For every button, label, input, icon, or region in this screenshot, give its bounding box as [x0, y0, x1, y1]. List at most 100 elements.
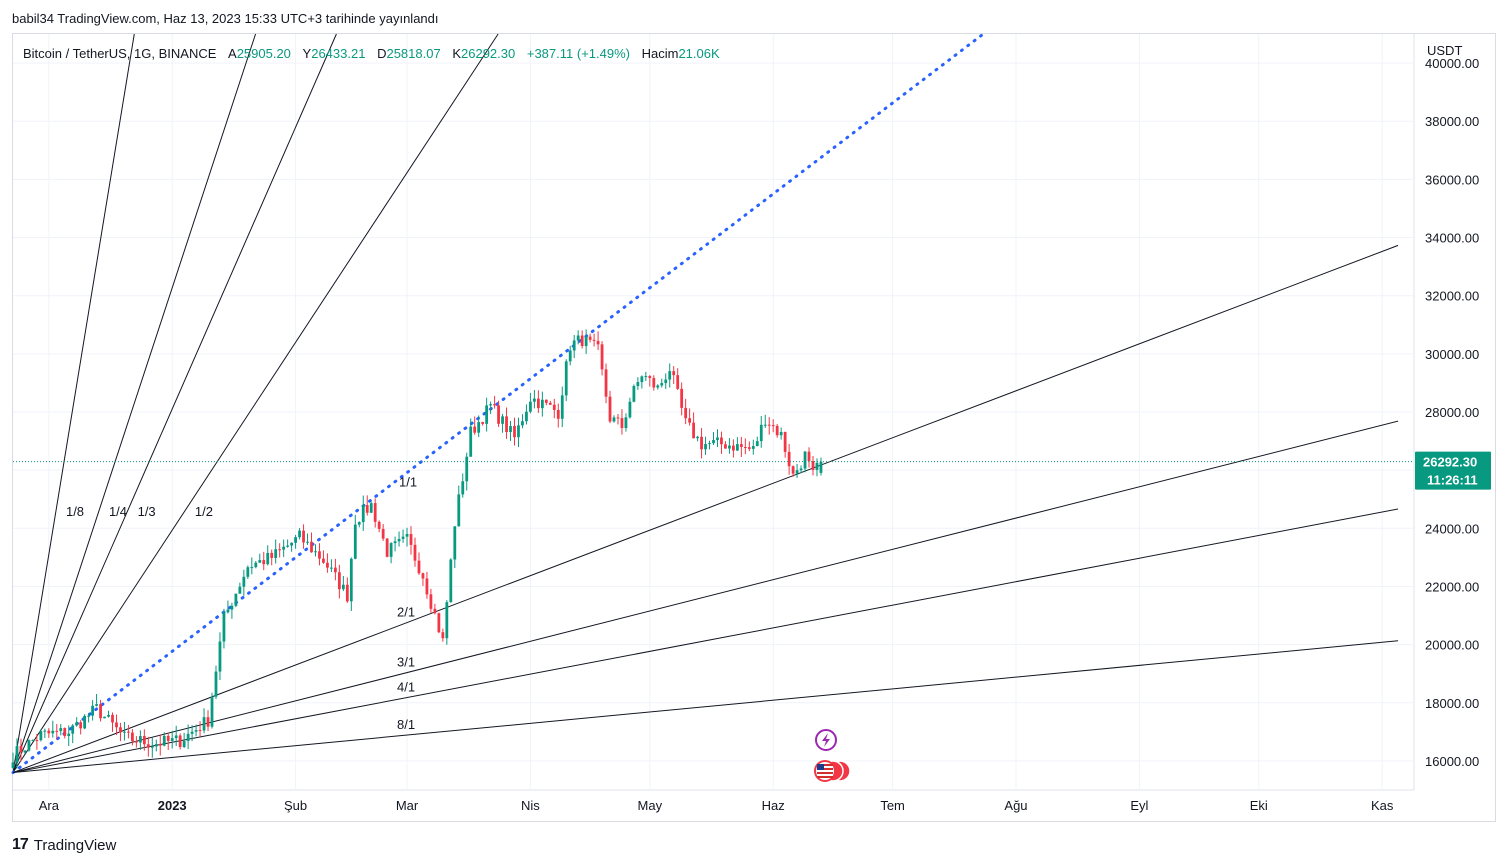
candle-body — [807, 451, 811, 462]
candle-body — [708, 443, 711, 445]
time-axis: Ara 2023 Şub Mar Nis May Haz Tem Ağu Eyl Eki Kas — [39, 798, 1394, 813]
candle-body — [783, 432, 787, 452]
candle-body — [242, 576, 246, 587]
candle-body — [461, 481, 465, 495]
candle-body — [481, 422, 485, 424]
chart-legend: Bitcoin / TetherUS, 1G, BINANCE A25905.2… — [23, 46, 720, 61]
y-tick-label: 36000.00 — [1425, 172, 1479, 187]
y-tick-label: 16000.00 — [1425, 754, 1479, 769]
candle-body — [795, 470, 799, 474]
candle-body — [115, 722, 118, 728]
gann-fan-line-8-1 — [12, 640, 1399, 774]
candle-body — [158, 744, 162, 746]
candle-body — [15, 746, 19, 763]
candle-body — [405, 534, 409, 537]
candle-body — [433, 608, 437, 614]
x-tick-label: Nis — [521, 798, 540, 813]
candle-body — [751, 446, 755, 449]
candle-body — [536, 398, 540, 409]
candle-body — [174, 735, 178, 739]
candle-body — [314, 551, 317, 553]
candle-body — [218, 641, 222, 672]
candle-body — [250, 567, 254, 569]
candle-body — [779, 432, 783, 436]
candle-body — [425, 578, 429, 595]
candle-body — [146, 744, 150, 748]
x-tick-label: Ağu — [1004, 798, 1027, 813]
candle-body — [123, 731, 126, 733]
tradingview-logo[interactable]: 17 TradingView — [12, 836, 116, 854]
candle-body — [564, 361, 568, 396]
candle-body — [270, 552, 274, 558]
candle-body — [282, 546, 286, 550]
candle-body — [799, 468, 803, 471]
candle-body — [576, 335, 580, 341]
candle-body — [525, 411, 528, 422]
x-tick-label: Haz — [762, 798, 785, 813]
candle-body — [449, 559, 453, 603]
chart-frame[interactable] — [12, 33, 1496, 822]
candle-body — [266, 552, 270, 565]
candle-body — [190, 731, 194, 734]
legend-high: 26433.21 — [311, 46, 366, 61]
candle-body — [23, 750, 27, 753]
candle-body — [493, 404, 496, 406]
bar-countdown: 11:26:11 — [1427, 473, 1478, 488]
candle-body — [696, 436, 699, 439]
candle-body — [616, 417, 620, 419]
candle-body — [254, 562, 258, 568]
candle-body — [127, 731, 130, 733]
candle-body — [465, 456, 469, 482]
candle-body — [815, 462, 819, 470]
candle-body — [517, 425, 520, 438]
candle-body — [278, 549, 282, 551]
candle-body — [107, 714, 110, 717]
event-lightning-icon[interactable] — [815, 729, 837, 751]
candle-body — [684, 407, 688, 419]
candle-body — [47, 730, 51, 734]
candle-body — [95, 704, 98, 706]
y-tick-label: 38000.00 — [1425, 114, 1479, 129]
candle-body — [166, 735, 170, 741]
candle-body — [298, 530, 301, 538]
candle-body — [326, 562, 329, 568]
candle-body — [735, 444, 739, 451]
candle-body — [286, 545, 290, 547]
candle-body — [688, 418, 692, 423]
last-price-tag: 26292.30 11:26:11 — [13, 451, 1491, 490]
candle-body — [453, 526, 457, 560]
economic-event-flag-icon[interactable] — [814, 760, 851, 782]
candle-body — [763, 424, 767, 426]
legend-symbol: Bitcoin / TetherUS, 1G, BINANCE — [23, 46, 217, 61]
candle-body — [397, 538, 401, 542]
y-tick-label: 32000.00 — [1425, 289, 1479, 304]
candle-body — [533, 398, 536, 402]
candle-body — [194, 730, 198, 732]
grid-layer — [13, 34, 1415, 791]
candle-body — [381, 528, 385, 539]
candle-body — [588, 336, 592, 340]
candle-body — [421, 573, 425, 579]
candle-body — [274, 549, 278, 558]
candle-body — [373, 503, 377, 522]
gann-fan-label: 4/1 — [397, 680, 415, 695]
candle-body — [206, 717, 210, 727]
candle-body — [43, 730, 47, 732]
candle-body — [11, 762, 15, 769]
candle-body — [214, 671, 218, 697]
last-price-box — [1415, 451, 1491, 490]
price-axis: 16000.00 18000.00 20000.00 22000.00 24000.00… — [1425, 56, 1479, 769]
candle-body — [724, 444, 727, 449]
tradingview-brand: TradingView — [33, 836, 117, 854]
candle-body — [429, 594, 433, 609]
candle-body — [556, 409, 560, 419]
candle-body — [640, 376, 644, 383]
candle-body — [138, 736, 142, 743]
legend-open-label: A — [228, 46, 237, 61]
candle-body — [409, 534, 413, 545]
candle-body — [771, 425, 775, 427]
gann-fan-line-4-1 — [12, 508, 1399, 774]
candle-body — [529, 401, 532, 412]
candle-body — [672, 371, 676, 376]
